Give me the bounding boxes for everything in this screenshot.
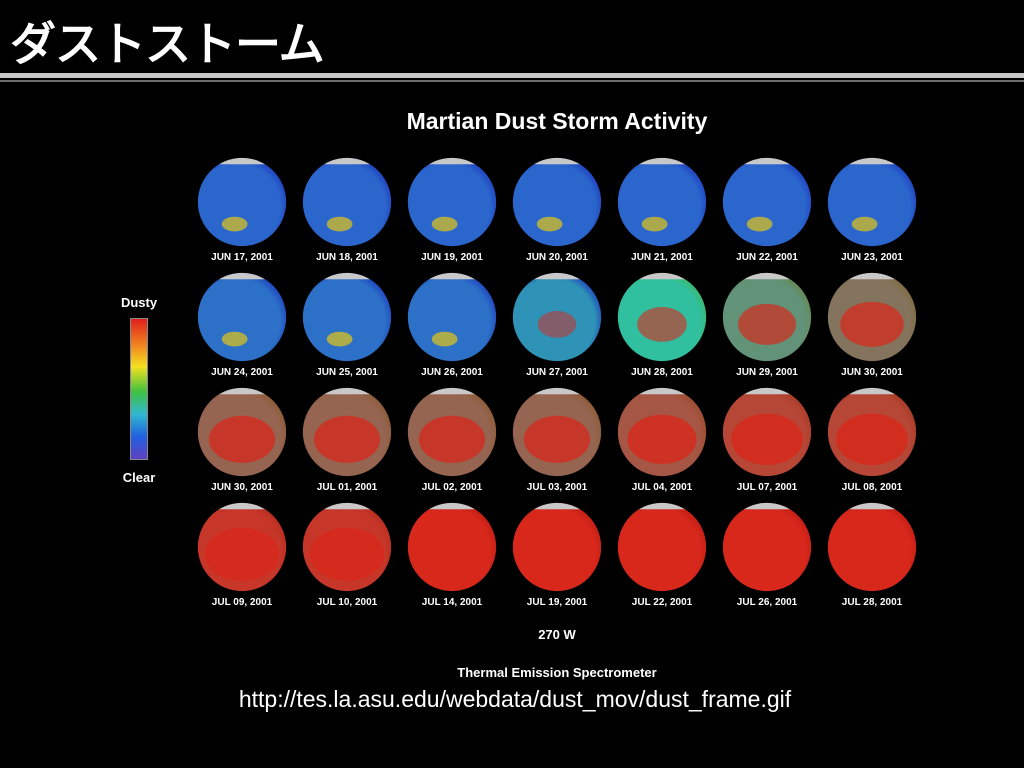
mars-globe [827, 272, 917, 362]
frame-date-label: JUN 30, 2001 [841, 367, 903, 378]
frame-date-label: JUL 02, 2001 [421, 482, 483, 493]
mars-globe [722, 157, 812, 247]
mars-globe [407, 157, 497, 247]
globe-frame: JUL 22, 2001 [610, 495, 714, 609]
title-rule [0, 73, 1024, 78]
frame-date-label: JUL 26, 2001 [736, 597, 798, 608]
frame-date-label: JUN 19, 2001 [421, 252, 483, 263]
mars-globe [512, 502, 602, 592]
mars-globe [827, 157, 917, 247]
globe-frame: JUN 30, 2001 [820, 265, 924, 379]
globe-frame: JUN 23, 2001 [820, 150, 924, 264]
globe-frame: JUL 03, 2001 [505, 380, 609, 494]
globe-frame: JUN 17, 2001 [190, 150, 294, 264]
frame-date-label: JUN 18, 2001 [316, 252, 378, 263]
mars-globe [407, 502, 497, 592]
globe-frame: JUL 04, 2001 [610, 380, 714, 494]
mars-globe [197, 157, 287, 247]
frame-date-label: JUN 20, 2001 [526, 252, 588, 263]
frame-date-label: JUN 24, 2001 [211, 367, 273, 378]
mars-globe [512, 157, 602, 247]
mars-globe [197, 502, 287, 592]
globe-frame: JUN 22, 2001 [715, 150, 819, 264]
mars-globe [197, 387, 287, 477]
frame-date-label: JUL 10, 2001 [316, 597, 378, 608]
mars-globe [197, 272, 287, 362]
figure-title: Martian Dust Storm Activity [406, 108, 708, 134]
globe-frame: JUL 26, 2001 [715, 495, 819, 609]
frame-date-label: JUL 04, 2001 [631, 482, 693, 493]
frame-date-label: JUN 28, 2001 [631, 367, 693, 378]
mars-globe [302, 502, 392, 592]
mars-globe [617, 502, 707, 592]
mars-globe [617, 387, 707, 477]
mars-globe [827, 502, 917, 592]
mars-globe [722, 272, 812, 362]
frame-date-label: JUL 28, 2001 [841, 597, 903, 608]
frame-date-label: JUN 29, 2001 [736, 367, 798, 378]
globe-frame: JUN 26, 2001 [400, 265, 504, 379]
globe-frame: JUN 28, 2001 [610, 265, 714, 379]
globe-frame: JUL 10, 2001 [295, 495, 399, 609]
mars-globe [512, 272, 602, 362]
globe-frame: JUN 27, 2001 [505, 265, 609, 379]
frame-date-label: JUL 07, 2001 [736, 482, 798, 493]
mars-globe [617, 272, 707, 362]
globe-frame: JUL 07, 2001 [715, 380, 819, 494]
mars-globe [722, 387, 812, 477]
mars-globe [407, 272, 497, 362]
globe-frame: JUN 25, 2001 [295, 265, 399, 379]
color-scale-dusty-label: Dusty [120, 295, 158, 310]
frame-date-label: JUL 03, 2001 [526, 482, 588, 493]
globe-frame: JUL 01, 2001 [295, 380, 399, 494]
frame-date-label: JUN 22, 2001 [736, 252, 798, 263]
title-rule-shadow [0, 80, 1024, 82]
frame-date-label: JUN 30, 2001 [211, 482, 273, 493]
globe-frame: JUL 02, 2001 [400, 380, 504, 494]
mars-globe [302, 387, 392, 477]
globe-frame: JUL 08, 2001 [820, 380, 924, 494]
instrument-label: Thermal Emission Spectrometer [457, 665, 657, 680]
color-scale-clear-label: Clear [122, 470, 156, 485]
globe-frame: JUL 09, 2001 [190, 495, 294, 609]
color-scale-bar [130, 318, 148, 460]
mars-globe [512, 387, 602, 477]
frame-date-label: JUN 17, 2001 [211, 252, 273, 263]
globe-frame: JUN 19, 2001 [400, 150, 504, 264]
frame-date-label: JUL 19, 2001 [526, 597, 588, 608]
frame-date-label: JUL 22, 2001 [631, 597, 693, 608]
frame-date-label: JUL 01, 2001 [316, 482, 378, 493]
globe-frame: JUN 24, 2001 [190, 265, 294, 379]
globe-grid: JUN 17, 2001 JUN 18, 2001 JUN 19, 2001 JUN … [190, 150, 926, 614]
mars-globe [302, 157, 392, 247]
mars-globe [722, 502, 812, 592]
frame-date-label: JUL 14, 2001 [421, 597, 483, 608]
globe-frame: JUN 30, 2001 [190, 380, 294, 494]
frame-date-label: JUL 09, 2001 [211, 597, 273, 608]
globe-frame: JUN 18, 2001 [295, 150, 399, 264]
source-url: http://tes.la.asu.edu/webdata/dust_mov/d… [238, 686, 792, 712]
globe-frame: JUL 19, 2001 [505, 495, 609, 609]
globe-frame: JUN 29, 2001 [715, 265, 819, 379]
frame-date-label: JUN 25, 2001 [316, 367, 378, 378]
longitude-label: 270 W [538, 627, 576, 642]
mars-globe [827, 387, 917, 477]
mars-globe [407, 387, 497, 477]
mars-globe [617, 157, 707, 247]
globe-frame: JUN 21, 2001 [610, 150, 714, 264]
frame-date-label: JUN 26, 2001 [421, 367, 483, 378]
mars-globe [302, 272, 392, 362]
frame-date-label: JUN 27, 2001 [526, 367, 588, 378]
frame-date-label: JUL 08, 2001 [841, 482, 903, 493]
frame-date-label: JUN 23, 2001 [841, 252, 903, 263]
frame-date-label: JUN 21, 2001 [631, 252, 693, 263]
globe-frame: JUN 20, 2001 [505, 150, 609, 264]
globe-frame: JUL 28, 2001 [820, 495, 924, 609]
globe-frame: JUL 14, 2001 [400, 495, 504, 609]
slide-title: ダストストーム [10, 17, 325, 71]
